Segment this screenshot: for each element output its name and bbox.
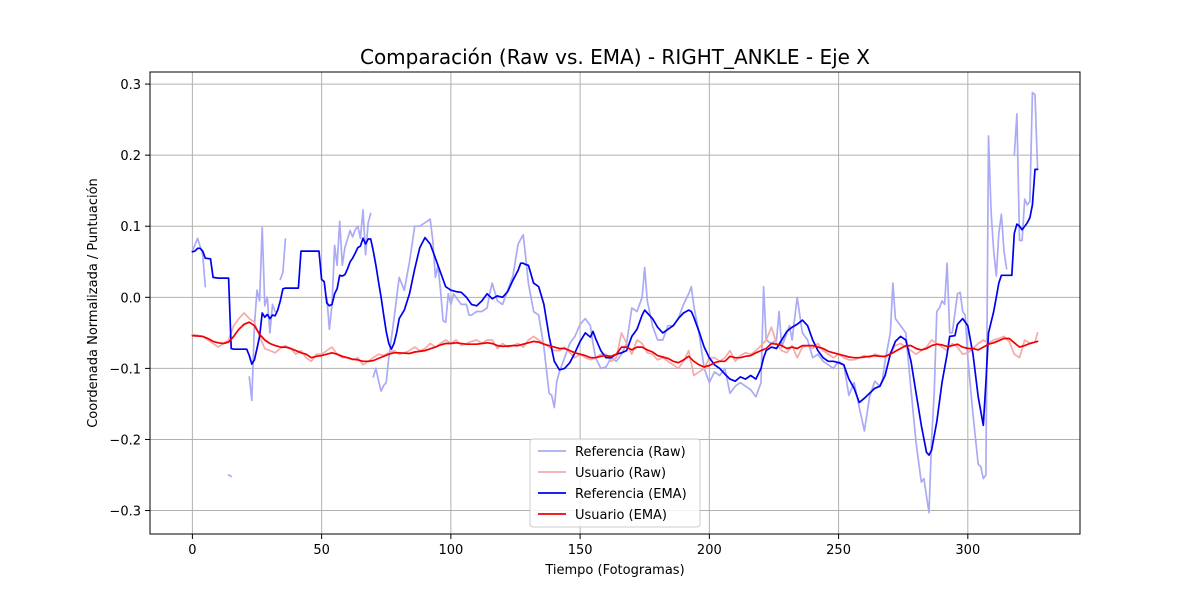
y-tick-label: −0.3	[109, 505, 141, 520]
legend-label: Usuario (Raw)	[575, 466, 666, 481]
series-line	[191, 321, 1039, 368]
y-tick-label: 0.2	[120, 149, 141, 164]
series-3	[191, 321, 1039, 368]
y-tick-label: 0.3	[120, 78, 141, 93]
legend-label: Referencia (Raw)	[575, 445, 686, 460]
series-1	[191, 312, 1039, 377]
x-tick-label: 250	[826, 543, 851, 558]
series-line	[191, 237, 207, 288]
series-line	[279, 238, 287, 281]
x-tick-label: 0	[188, 543, 196, 558]
y-tick-label: 0.0	[120, 291, 141, 306]
series-line	[191, 312, 1039, 377]
legend: Referencia (Raw) Usuario (Raw) Referencia …	[529, 438, 701, 528]
legend-box	[529, 438, 701, 528]
series-line	[227, 474, 233, 478]
y-axis-ticks: −0.3 −0.2 −0.1 0.0 0.1 0.2 0.3	[109, 78, 150, 520]
series-2	[191, 168, 1039, 456]
x-axis-ticks: 0 50 100 150 200 250 300	[188, 534, 980, 558]
legend-label: Referencia (EMA)	[575, 487, 687, 502]
plot-frame	[149, 71, 1081, 535]
x-tick-label: 300	[955, 543, 980, 558]
series-line	[325, 209, 372, 331]
x-tick-label: 150	[568, 543, 593, 558]
y-axis-label: Coordenada Normalizada / Puntuación	[86, 178, 101, 428]
series-layer	[191, 91, 1039, 514]
series-line	[191, 168, 1039, 456]
x-tick-label: 200	[697, 543, 722, 558]
y-tick-label: −0.2	[109, 433, 141, 448]
legend-label: Usuario (EMA)	[575, 508, 667, 523]
x-axis-label: Tiempo (Fotogramas)	[544, 563, 684, 578]
y-tick-label: −0.1	[109, 362, 141, 377]
series-line	[1013, 91, 1039, 242]
x-tick-label: 50	[313, 543, 330, 558]
chart-title: Comparación (Raw vs. EMA) - RIGHT_ANKLE …	[360, 45, 870, 69]
series-line	[248, 226, 276, 402]
x-tick-label: 100	[438, 543, 463, 558]
y-tick-label: 0.1	[120, 220, 141, 235]
